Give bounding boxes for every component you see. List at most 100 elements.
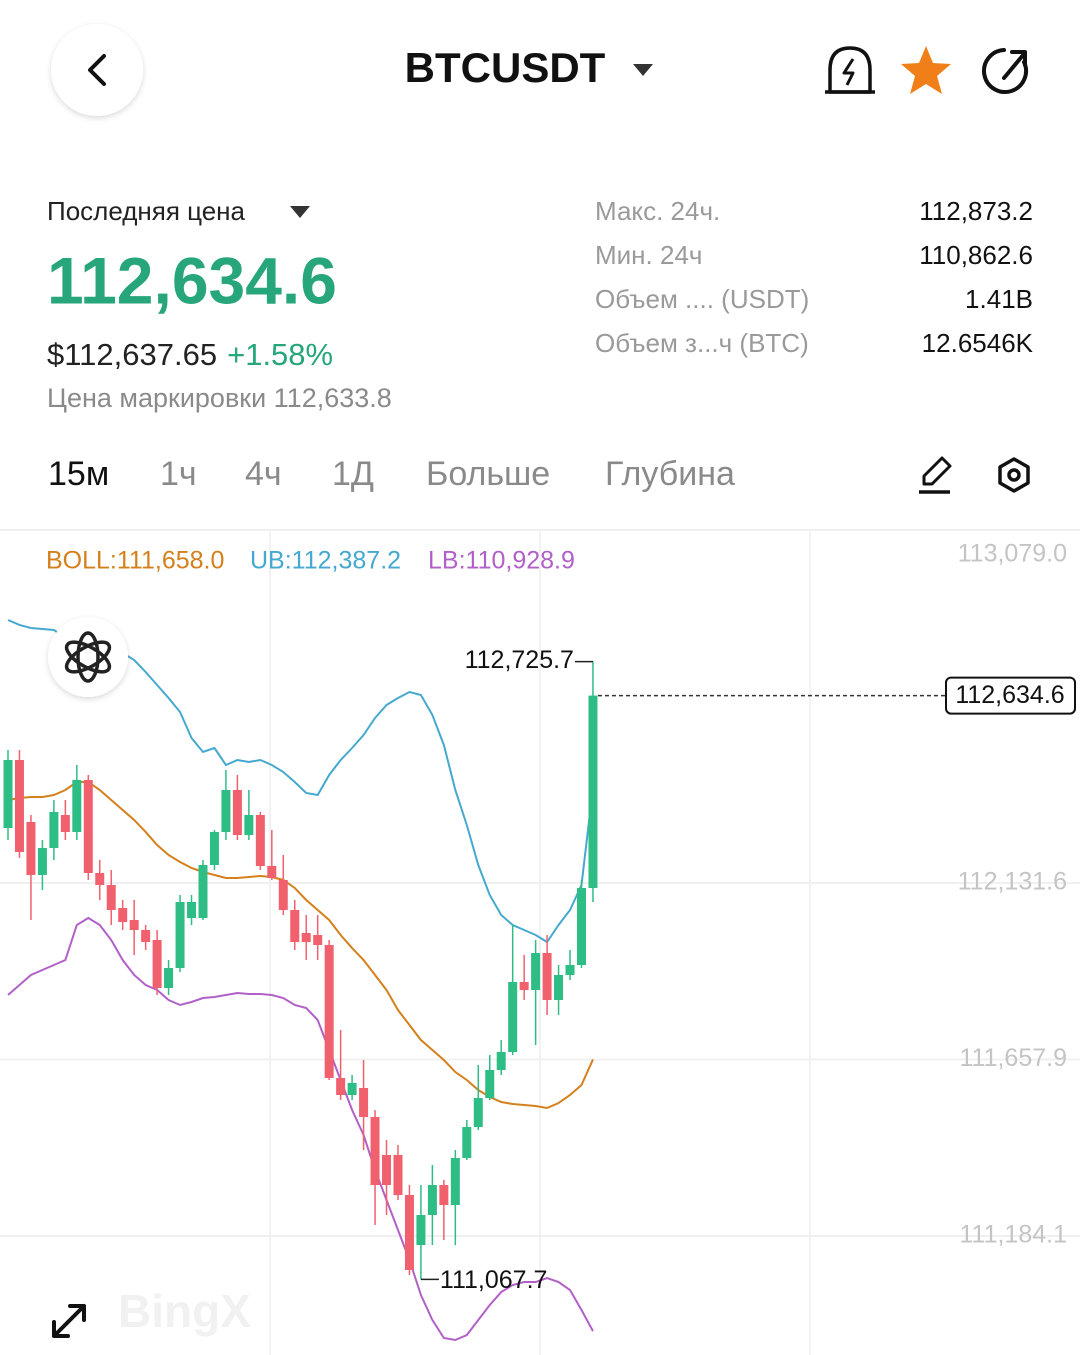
timeframe-tab[interactable]: 15м xyxy=(48,455,109,493)
candle-body xyxy=(554,974,564,1000)
mark-price: Цена маркировки 112,633.8 xyxy=(47,383,392,413)
candle-body xyxy=(496,1052,506,1071)
candle-body xyxy=(370,1117,380,1186)
candle-body xyxy=(175,901,185,968)
candle-body xyxy=(577,887,586,966)
timeframe-tab[interactable]: Больше xyxy=(426,455,550,493)
stat-label: Объем з...ч (BTC) xyxy=(595,328,809,358)
candle-body xyxy=(95,873,105,886)
back-icon[interactable] xyxy=(88,54,106,86)
y-tick-label: 111,657.9 xyxy=(959,1044,1067,1072)
candle-body xyxy=(439,1185,449,1205)
indicator-legend: UB:112,387.2 xyxy=(250,547,401,575)
candle-body xyxy=(60,814,70,832)
candle-body xyxy=(232,789,242,836)
share-arc[interactable] xyxy=(982,48,1028,94)
timeframe-tab[interactable]: 1Д xyxy=(332,455,374,493)
symbol-dropdown[interactable] xyxy=(633,64,653,76)
y-tick-label: 112,131.6 xyxy=(958,868,1067,896)
bell-bolt[interactable] xyxy=(842,58,855,86)
expand-arrows[interactable] xyxy=(52,1304,86,1338)
y-tick-label: 111,184.1 xyxy=(959,1221,1067,1249)
settings-icon[interactable] xyxy=(998,457,1030,493)
candle-body xyxy=(267,866,277,879)
stat-value: 1.41B xyxy=(965,284,1033,314)
candle-body xyxy=(244,814,254,836)
candle-body xyxy=(462,1127,472,1159)
candle-body xyxy=(473,1098,483,1128)
candle-body xyxy=(416,1215,426,1246)
draw-tool-icon[interactable] xyxy=(919,456,952,494)
last-price-tag xyxy=(945,676,1076,715)
candle-body xyxy=(542,953,552,1000)
price-type[interactable]: Последняя цена xyxy=(47,196,246,226)
favorite-star[interactable] xyxy=(901,46,951,94)
timeframe-tab[interactable]: 4ч xyxy=(245,455,282,493)
alert-icon[interactable] xyxy=(825,46,875,94)
candle-body xyxy=(152,940,162,988)
candle-body xyxy=(255,814,265,867)
bollinger-line xyxy=(7,780,594,1110)
candle-body xyxy=(382,1154,392,1186)
timeframe-tabs: 15м 1ч 4ч 1Д Больше Глубина xyxy=(48,455,735,493)
share-arrow[interactable] xyxy=(1002,50,1027,80)
stats: Макс. 24ч. 112,873.2 Мин. 24ч 110,862.6 Объе… xyxy=(595,196,1034,358)
candle-body xyxy=(485,1070,495,1099)
candle-body xyxy=(278,879,288,911)
y-tick-label: 113,079.0 xyxy=(958,540,1067,568)
usd-price: $112,637.65 +1.58% xyxy=(47,337,333,372)
back-button[interactable] xyxy=(51,24,143,116)
indicator-circle[interactable] xyxy=(48,617,128,697)
candle-body xyxy=(404,1195,414,1271)
fullscreen-icon[interactable] xyxy=(52,1304,86,1338)
watermark: BingX xyxy=(118,1285,251,1337)
high-label: 112,725.7 xyxy=(465,646,574,674)
candle-body xyxy=(336,1078,346,1096)
candle-body xyxy=(588,695,598,888)
share-icon[interactable] xyxy=(982,48,1028,94)
bell-outline[interactable] xyxy=(828,46,872,94)
candle-body xyxy=(3,760,13,829)
stat-label: Объем .... (USDT) xyxy=(595,284,809,314)
back-circle[interactable] xyxy=(51,24,143,116)
bollinger-line xyxy=(7,916,594,1342)
candle-body xyxy=(508,981,518,1053)
candle-body xyxy=(359,1087,369,1118)
candle-body xyxy=(450,1158,460,1205)
last-price-label: 112,634.6 xyxy=(955,681,1064,709)
candle-body xyxy=(106,885,116,911)
timeframe-tab[interactable]: 1ч xyxy=(160,455,197,493)
orbit[interactable] xyxy=(62,636,114,677)
candle-body xyxy=(221,789,231,832)
candle-body xyxy=(141,929,151,943)
orbit[interactable] xyxy=(76,631,100,683)
candle-body xyxy=(26,822,36,875)
usd-price-value: $112,637.65 xyxy=(47,337,217,372)
stat-value: 110,862.6 xyxy=(919,240,1033,270)
candle-body xyxy=(198,865,208,918)
settings-hex[interactable] xyxy=(998,457,1030,493)
candle-body xyxy=(83,779,93,874)
settings-dot[interactable] xyxy=(1007,468,1021,482)
chart xyxy=(0,530,1080,1342)
candle-body xyxy=(187,901,197,918)
candle-body xyxy=(324,944,334,1079)
symbol-title[interactable]: BTCUSDT xyxy=(405,44,606,91)
indicator-button[interactable] xyxy=(48,617,128,697)
timeframe-tab[interactable]: Глубина xyxy=(605,455,735,493)
price-change: +1.58% xyxy=(227,337,333,372)
candle-body xyxy=(301,932,311,943)
price-type-dropdown[interactable] xyxy=(290,206,310,218)
last-price: 112,634.6 xyxy=(47,243,337,317)
candle-body xyxy=(49,811,59,849)
pencil[interactable] xyxy=(922,456,952,486)
candle-body xyxy=(427,1185,437,1216)
indicator-legend: BOLL:111,658.0 xyxy=(46,547,224,575)
candle-body xyxy=(565,965,575,975)
candle-body xyxy=(37,848,47,875)
stat-value: 12.6546K xyxy=(922,328,1034,358)
orbit[interactable] xyxy=(62,636,114,677)
candle-body xyxy=(531,953,541,991)
